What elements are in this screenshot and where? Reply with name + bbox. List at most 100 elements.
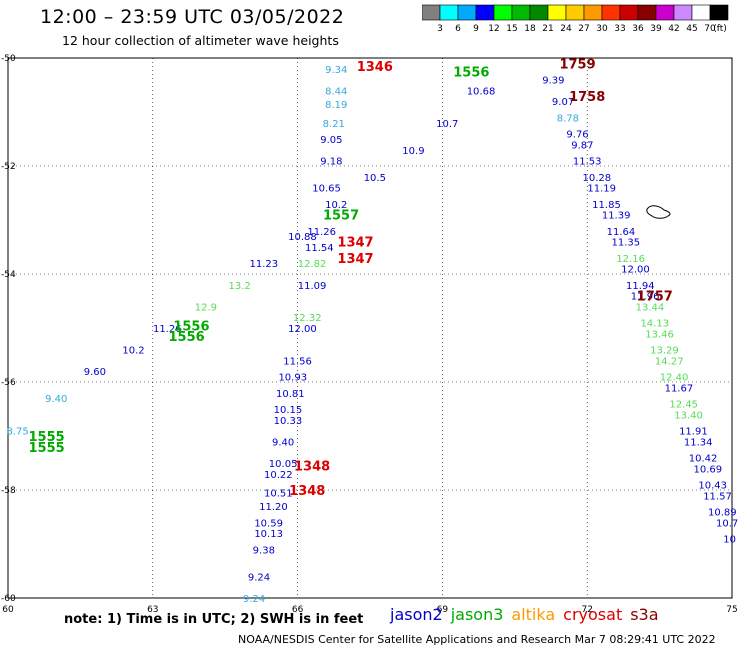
wave-height-value: 11.56 <box>283 356 312 367</box>
wave-height-value: 10.33 <box>274 416 303 427</box>
wave-height-value: 9.24 <box>243 594 265 605</box>
pass-time-label: 1348 <box>289 484 325 499</box>
wave-height-value: 14.13 <box>640 319 669 330</box>
wave-height-value: 10.69 <box>694 464 723 475</box>
wave-height-value: 14.27 <box>655 356 684 367</box>
wave-height-value: 10 <box>723 535 736 546</box>
wave-height-value: 9.39 <box>542 76 564 87</box>
wave-height-value: 10.7 <box>436 119 458 130</box>
color-scale-label: 3 <box>437 24 443 34</box>
pass-time-label: 1556 <box>173 319 209 334</box>
wave-height-value: 11.19 <box>587 184 616 195</box>
lon-tick-label: 75 <box>726 605 737 615</box>
wave-height-value: 9.38 <box>253 545 275 556</box>
wave-height-value: 10.88 <box>288 232 317 243</box>
legend-item-jason2: jason2 <box>390 605 443 624</box>
wave-height-value: 12.40 <box>660 373 689 384</box>
wave-height-value: 13.2 <box>229 281 251 292</box>
wave-height-value: 11.26 <box>307 227 336 238</box>
wave-height-value: 11.94 <box>626 281 655 292</box>
wave-height-value: 10.89 <box>708 508 737 519</box>
legend-item-altika: altika <box>511 605 556 624</box>
pass-time-label: 1347 <box>337 236 373 251</box>
color-scale-label: 33 <box>614 24 625 34</box>
wave-height-value: 12.00 <box>621 265 650 276</box>
wave-height-value: 10.51 <box>264 489 293 500</box>
wave-height-value: 11.23 <box>249 259 278 270</box>
wave-height-value: 10.2 <box>325 200 347 211</box>
wave-height-value: 11.91 <box>679 427 708 438</box>
wave-height-value: 11.67 <box>665 383 694 394</box>
wave-height-value: 9.34 <box>325 65 347 76</box>
legend-item-cryosat: cryosat <box>563 605 623 624</box>
color-scale-label: 30 <box>596 24 608 34</box>
wave-height-value: 11.39 <box>602 211 631 222</box>
wave-height-value: 12.16 <box>616 254 645 265</box>
wave-height-value: 9.07 <box>552 97 574 108</box>
wave-height-value: 13.44 <box>636 302 665 313</box>
wave-height-value: 10.28 <box>583 173 612 184</box>
wave-height-value: 11.57 <box>703 491 732 502</box>
pass-time-label: 1759 <box>559 57 595 72</box>
lon-tick-label: 60 <box>2 605 14 615</box>
lon-tick-label: 69 <box>437 605 449 615</box>
wave-height-value: 10.93 <box>278 373 307 384</box>
page-subtitle: 12 hour collection of altimeter wave hei… <box>62 33 339 48</box>
lon-tick-label: 72 <box>581 605 592 615</box>
wave-height-value: 10.5 <box>364 173 386 184</box>
wave-height-value: 10.43 <box>698 481 727 492</box>
color-scale-label: 36 <box>632 24 644 34</box>
pass-time-label: 1556 <box>453 66 489 81</box>
wave-height-value: 8.75 <box>7 427 29 438</box>
wave-height-value: 12.00 <box>288 324 317 335</box>
pass-time-label: 1557 <box>323 209 359 224</box>
pass-time-label: 1348 <box>294 460 330 475</box>
lon-tick-label: 66 <box>292 605 304 615</box>
color-scale-label: 12 <box>488 24 499 34</box>
wave-height-value: 11.96 <box>631 292 660 303</box>
pass-time-label: 1347 <box>337 252 373 267</box>
lat-tick-label: -58 <box>1 486 16 496</box>
wave-height-value: 10.59 <box>254 518 283 529</box>
pass-time-label: 1555 <box>29 441 65 456</box>
color-scale-unit: (ft) <box>713 24 727 34</box>
wave-height-value: 12.45 <box>669 400 698 411</box>
footnote: note: 1) Time is in UTC; 2) SWH is in fe… <box>64 612 364 627</box>
pass-time-label: 1757 <box>637 290 673 305</box>
wave-height-value: 10.05 <box>269 459 298 470</box>
wave-height-value: 9.40 <box>45 394 67 405</box>
lon-tick-label: 63 <box>147 605 158 615</box>
wave-height-value: 8.21 <box>323 119 345 130</box>
wave-height-value: 10.22 <box>264 470 293 481</box>
color-scale-label: 45 <box>686 24 697 34</box>
wave-height-value: 9.40 <box>272 437 294 448</box>
satellite-legend: jason2 jason3 altika cryosat s3a <box>390 605 667 624</box>
wave-height-value: 10.13 <box>254 529 283 540</box>
wave-height-value: 10.2 <box>122 346 144 357</box>
lat-tick-label: -50 <box>1 54 16 64</box>
color-scale-label: 9 <box>473 24 479 34</box>
wave-height-value: 10.15 <box>274 405 303 416</box>
wave-height-value: 11.85 <box>592 200 621 211</box>
color-scale-label: 6 <box>455 24 461 34</box>
pass-time-label: 1758 <box>569 90 605 105</box>
wave-height-value: 9.18 <box>320 157 342 168</box>
credit-footer: NOAA/NESDIS Center for Satellite Applica… <box>238 633 716 646</box>
wave-height-value: 10.65 <box>312 184 341 195</box>
color-scale-label: 42 <box>668 24 679 34</box>
wave-height-value: 11.34 <box>684 437 713 448</box>
lat-tick-label: -56 <box>1 378 16 388</box>
wave-height-value: 11.54 <box>305 243 334 254</box>
wave-height-value: 13.46 <box>645 329 674 340</box>
wave-height-value: 9.60 <box>84 367 106 378</box>
lat-tick-label: -60 <box>1 594 16 604</box>
color-scale-label: 18 <box>524 24 536 34</box>
island-outline <box>646 205 671 219</box>
wave-height-value: 11.26 <box>153 324 182 335</box>
pass-time-label: 1346 <box>357 60 393 75</box>
wave-height-value: 12.9 <box>195 302 217 313</box>
wave-height-value: 12.32 <box>293 313 322 324</box>
legend-item-s3a: s3a <box>630 605 659 624</box>
